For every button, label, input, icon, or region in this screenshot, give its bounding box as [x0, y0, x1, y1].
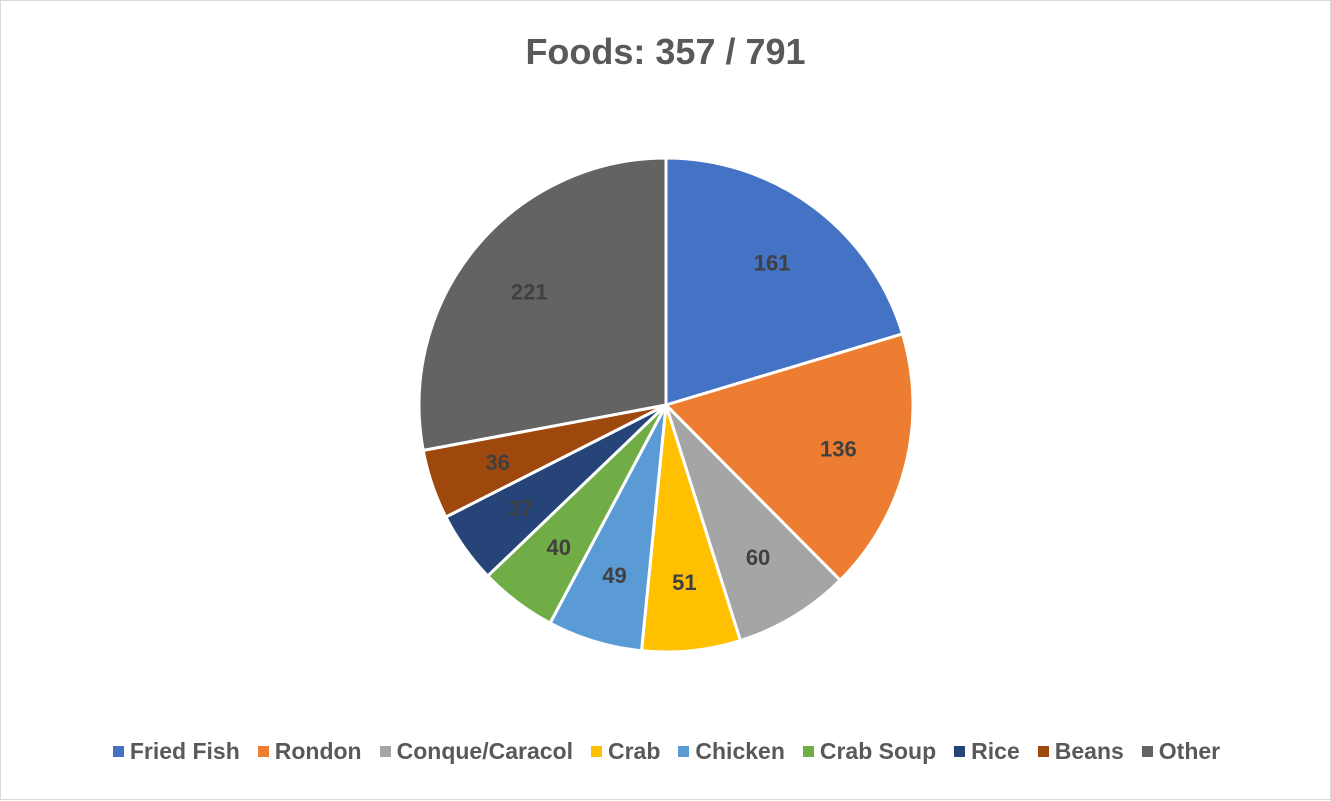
- legend-label: Fried Fish: [129, 738, 240, 764]
- legend-item-chicken: Chicken: [678, 738, 785, 765]
- legend-swatch: [257, 746, 269, 757]
- legend-item-fried-fish: Fried Fish: [112, 738, 240, 765]
- legend-item-beans: Beans: [1037, 738, 1124, 765]
- legend-swatch: [112, 746, 124, 757]
- legend-label: Rice: [971, 738, 1020, 764]
- legend-label: Beans: [1054, 738, 1124, 764]
- legend-swatch: [802, 746, 814, 757]
- legend-item-conque-caracol: Conque/Caracol: [379, 738, 573, 765]
- data-label-fried-fish: 161: [754, 250, 791, 275]
- legend-label: Conque/Caracol: [396, 738, 573, 764]
- data-label-crab-soup: 40: [547, 535, 571, 560]
- data-label-rondon: 136: [820, 437, 857, 462]
- legend-swatch: [678, 746, 690, 757]
- legend-label: Other: [1158, 738, 1221, 764]
- data-label-chicken: 49: [602, 563, 626, 588]
- legend-swatch: [1037, 746, 1049, 757]
- legend-label: Chicken: [695, 738, 785, 764]
- legend-swatch: [1141, 746, 1153, 757]
- legend-label: Crab Soup: [819, 738, 937, 764]
- legend-swatch: [954, 746, 966, 757]
- data-label-beans: 36: [485, 450, 509, 475]
- legend-item-crab-soup: Crab Soup: [802, 738, 937, 765]
- pie-slice-other: [417, 156, 668, 452]
- pie-slice-rondon: [664, 332, 915, 582]
- chart-title: Foods: 357 / 791: [525, 31, 806, 72]
- legend-item-other: Other: [1141, 738, 1221, 765]
- data-label-crab: 51: [672, 570, 696, 595]
- legend-label: Rondon: [274, 738, 362, 764]
- legend-swatch: [590, 746, 602, 757]
- data-label-other: 221: [511, 279, 548, 304]
- chart-legend: Fried Fish Rondon Conque/Caracol Crab Chicke…: [1, 738, 1331, 765]
- pie-slice-conque-caracol: [664, 403, 842, 643]
- legend-item-crab: Crab: [590, 738, 661, 765]
- data-label-rice: 37: [509, 496, 533, 521]
- pie-slices: [417, 156, 915, 654]
- legend-label: Crab: [607, 738, 661, 764]
- pie-slice-fried-fish: [664, 156, 905, 407]
- data-label-conque-caracol: 60: [746, 545, 770, 570]
- legend-item-rondon: Rondon: [257, 738, 362, 765]
- legend-swatch: [379, 746, 391, 757]
- legend-item-rice: Rice: [954, 738, 1020, 765]
